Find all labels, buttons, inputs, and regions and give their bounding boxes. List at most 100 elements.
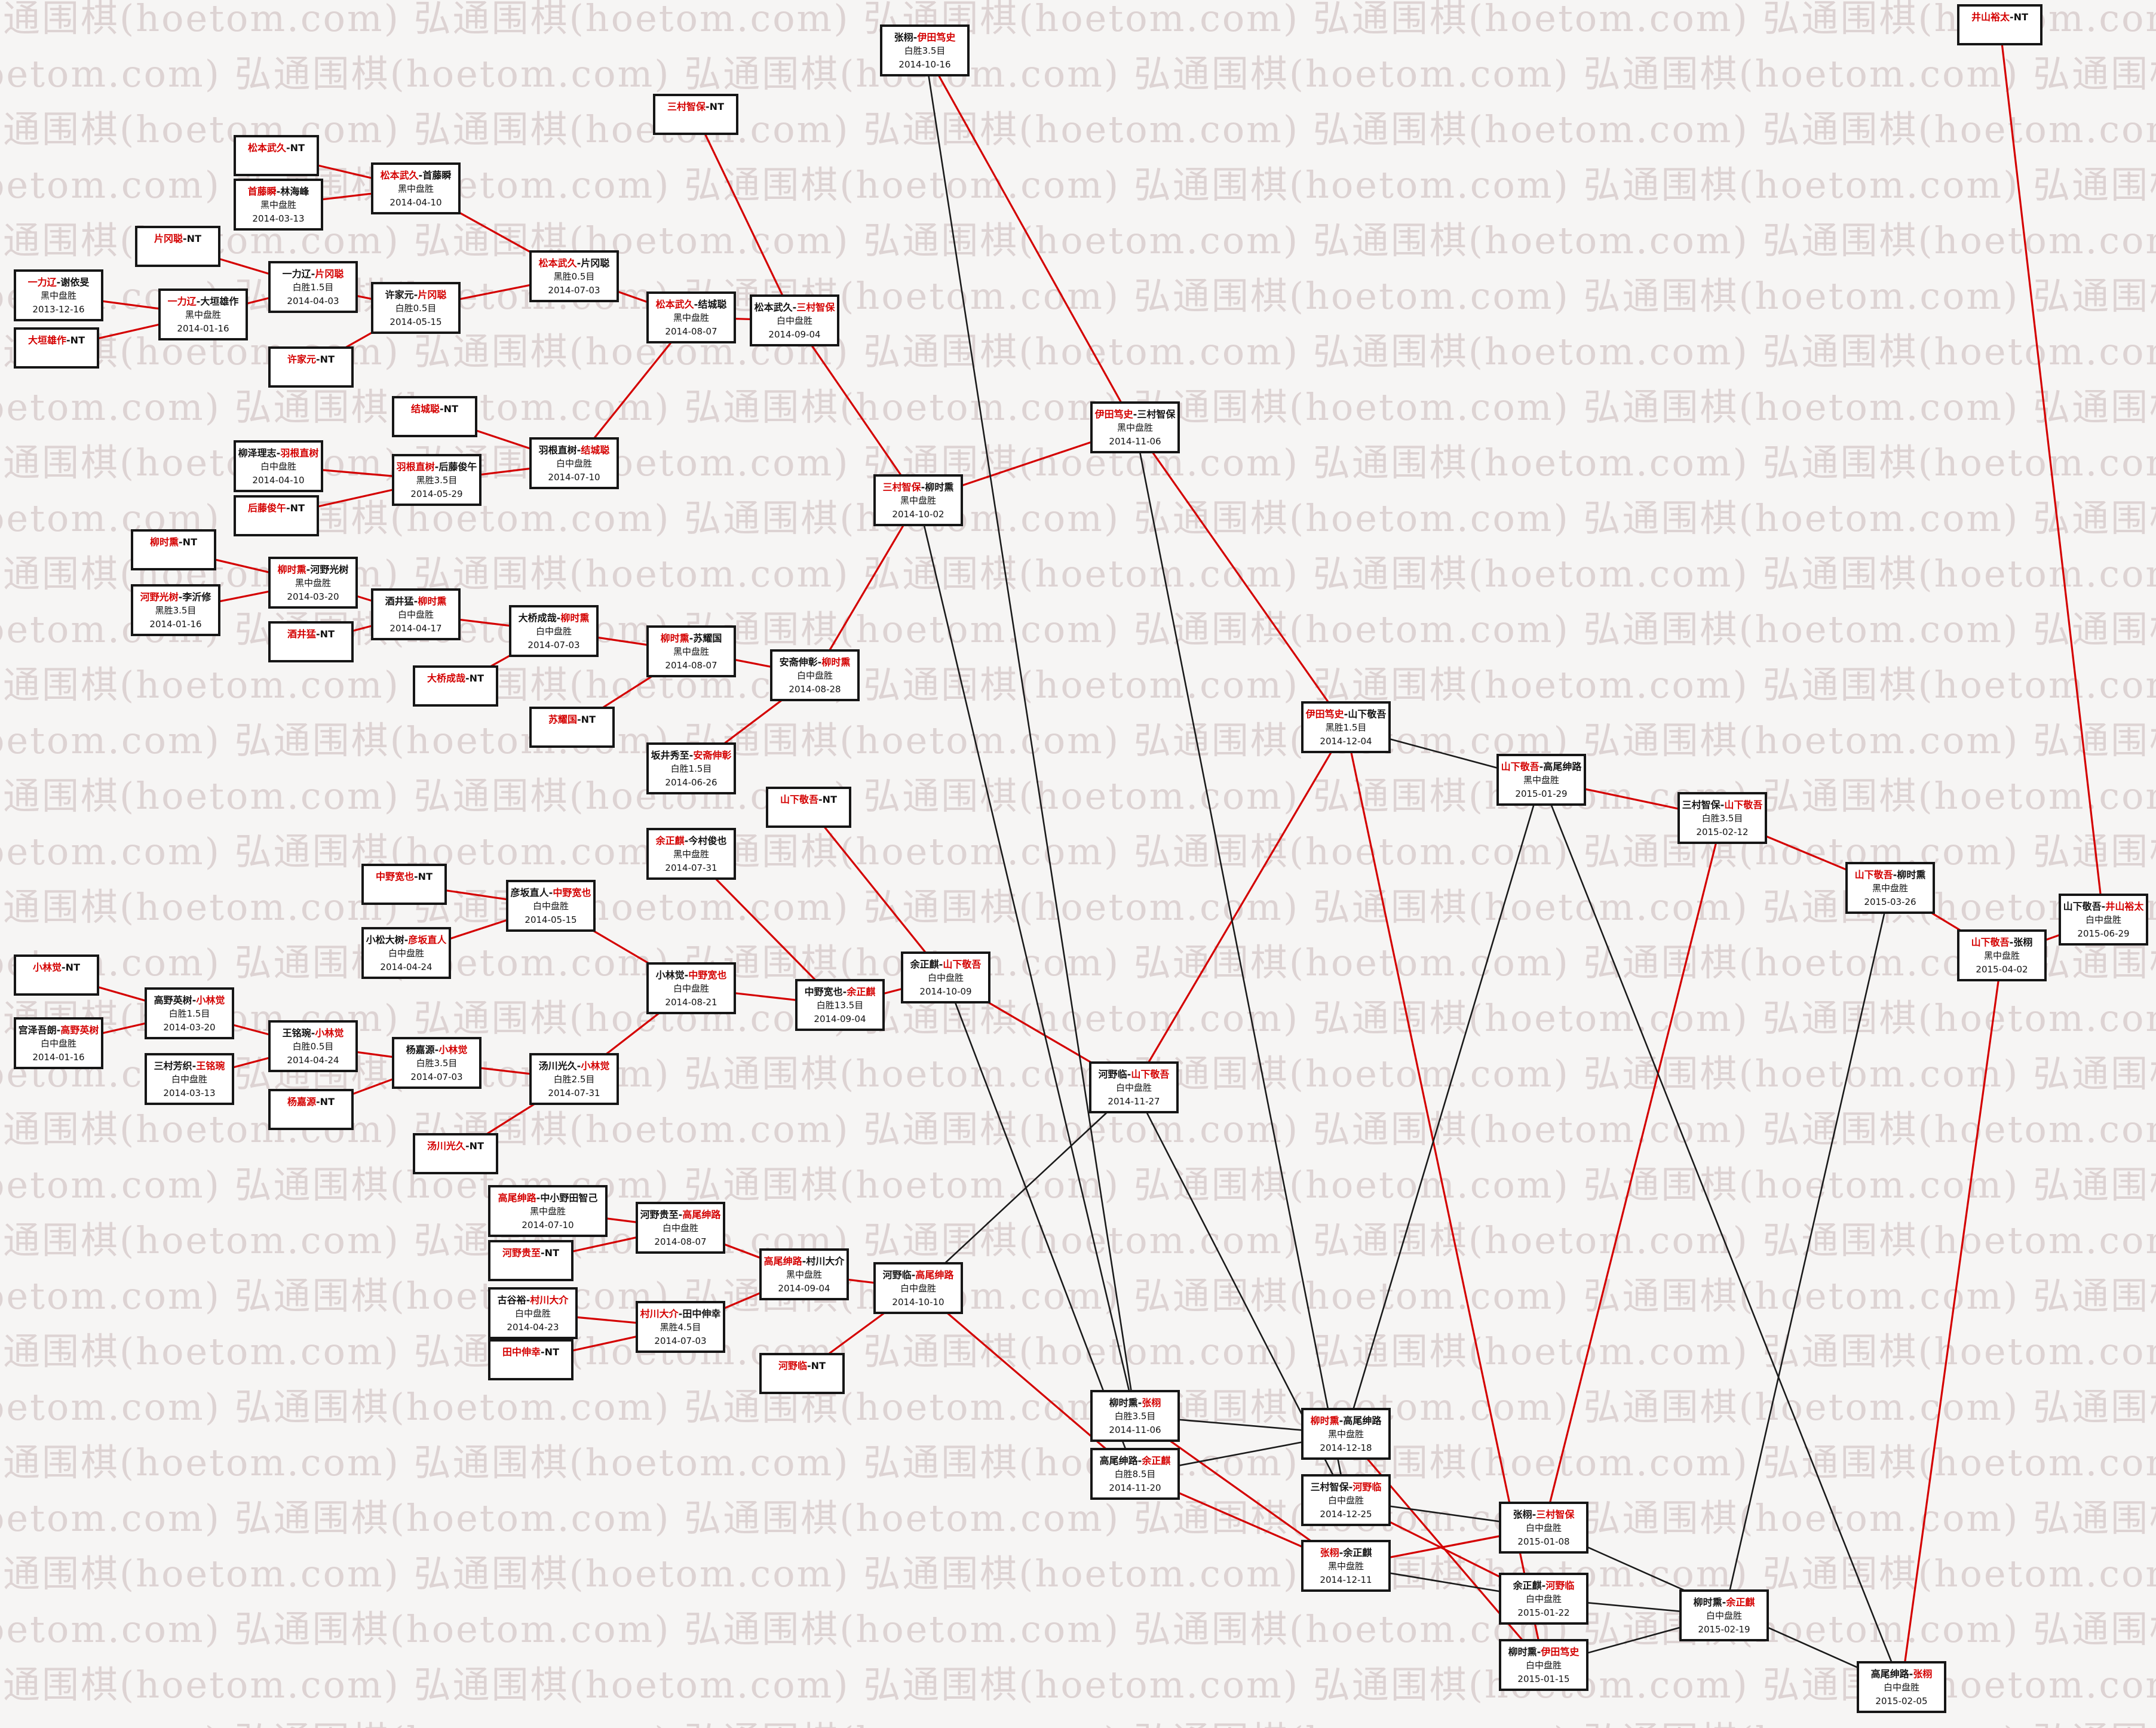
- match-box-ichiriki_kataoka[interactable]: 一力辽-片冈聪 白胜1.5目 2014-04-03: [268, 261, 358, 313]
- match-box-mimura_yamashita[interactable]: 三村智保-山下敬吾 白胜3.5目 2015-02-12: [1677, 792, 1767, 844]
- match-date: 2014-04-10: [252, 475, 305, 486]
- match-box-yanagi_su[interactable]: 柳时熏-苏耀国 黑中盘胜 2014-08-07: [646, 625, 736, 677]
- match-box-ogaki_nt[interactable]: 大垣雄作-NT: [14, 327, 99, 369]
- match-date: 2014-04-24: [380, 962, 433, 972]
- match-box-matsumoto_mimura[interactable]: 松本武久-三村智保 白中盘胜 2014-09-04: [750, 294, 839, 346]
- match-box-nakano_yo[interactable]: 中野宽也-余正麒 白胜13.5目 2014-09-04: [795, 979, 885, 1031]
- match-box-ohashi_nt[interactable]: 大桥成哉-NT: [413, 665, 498, 707]
- match-box-ida_mimura[interactable]: 伊田笃史-三村智保 黑中盘胜 2014-11-06: [1090, 401, 1180, 453]
- match-box-xu_kataoka[interactable]: 许家元-片冈聪 白胜0.5目 2014-05-15: [371, 282, 461, 334]
- match-box-ida_yamashita[interactable]: 伊田笃史-山下敬吾 黑胜1.5目 2014-12-04: [1301, 701, 1391, 753]
- match-box-ichiriki_ogaki[interactable]: 一力辽-大垣雄作 黑中盘胜 2014-01-16: [158, 288, 248, 340]
- match-box-yamashita_iyama[interactable]: 山下敬吾-井山裕太 白中盘胜 2015-06-29: [2059, 894, 2148, 946]
- match-box-yanagi_ida[interactable]: 柳时熏-伊田笃史 白中盘胜 2015-01-15: [1499, 1639, 1588, 1691]
- match-box-nakano_nt[interactable]: 中野宽也-NT: [361, 864, 447, 905]
- match-box-sakai_yanagi[interactable]: 酒井猛-柳时熏 白中盘胜 2014-04-17: [371, 588, 461, 640]
- match-box-cho_yo[interactable]: 张栩-余正麒 黑中盘胜 2014-12-11: [1301, 1540, 1391, 1592]
- match-box-yukawa_kobayashi[interactable]: 汤川光久-小林觉 白胜2.5目 2014-07-31: [529, 1053, 619, 1105]
- match-title: 井山裕太-NT: [1961, 10, 2039, 24]
- match-box-yo_imamura[interactable]: 余正麒-今村俊也 黑中盘胜 2014-07-31: [646, 828, 736, 880]
- player-name: 柳时熏-: [1693, 1597, 1726, 1608]
- match-box-mimura_nt[interactable]: 三村智保-NT: [653, 94, 738, 135]
- match-box-yanagi_cho[interactable]: 柳时熏-张栩 白胜3.5目 2014-11-06: [1090, 1390, 1180, 1442]
- player-name: 三村智保-: [1682, 799, 1725, 811]
- player-name: 杨嘉源-: [406, 1044, 439, 1055]
- match-box-murakawa_tanaka[interactable]: 村川大介-田中伸幸 黑胜4.5目 2014-07-03: [636, 1301, 725, 1353]
- match-box-kono_yamashita[interactable]: 河野临-山下敬吾 白中盘胜 2014-11-27: [1089, 1061, 1179, 1113]
- winner-name: 酒井猛: [287, 628, 317, 640]
- match-box-cho_ida[interactable]: 张栩-伊田笃史 白胜3.5目 2014-10-16: [880, 24, 970, 76]
- match-result: 白中盘胜: [397, 609, 434, 620]
- match-box-kono_takashi_nt[interactable]: 河野贵至-NT: [488, 1240, 573, 1281]
- match-box-yanagi_yo[interactable]: 柳时熏-余正麒 白中盘胜 2015-02-19: [1679, 1589, 1769, 1641]
- match-box-yanagi_takao[interactable]: 柳时熏-高尾绅路 黑中盘胜 2014-12-18: [1301, 1408, 1391, 1460]
- match-result: 白中盘胜: [260, 461, 296, 472]
- match-box-kono_mitsuki_li[interactable]: 河野光树-李沂修 黑胜3.5目 2014-01-16: [131, 584, 220, 636]
- match-box-komatsu_hikosaka[interactable]: 小松大树-彦坂直人 白中盘胜 2014-04-24: [361, 927, 451, 979]
- match-box-takao_cho[interactable]: 高尾绅路-张栩 白中盘胜 2015-02-05: [1857, 1661, 1946, 1713]
- match-box-takao_nakaonoda[interactable]: 高尾绅路-中小野田智己 黑中盘胜 2014-07-10: [488, 1185, 608, 1237]
- match-box-kobayashi_nt[interactable]: 小林觉-NT: [14, 954, 99, 996]
- match-box-matsumoto_nt[interactable]: 松本武久-NT: [234, 135, 319, 176]
- match-box-sakai_ansai[interactable]: 坂井秀至-安斋伸彰 白胜1.5目 2014-06-26: [646, 742, 736, 794]
- match-box-ohashi_yanagi[interactable]: 大桥成哉-柳时熏 白中盘胜 2014-07-03: [509, 605, 599, 657]
- match-box-mimura_yanagi[interactable]: 三村智保-柳时熏 黑中盘胜 2014-10-02: [873, 474, 963, 526]
- match-box-kono_rin_nt[interactable]: 河野临-NT: [759, 1353, 845, 1394]
- player-name: 古谷裕-: [497, 1294, 530, 1306]
- winner-name: 山下敬吾: [1854, 869, 1893, 880]
- match-box-yanagi_kono[interactable]: 柳时熏-河野光树 黑中盘胜 2014-03-20: [268, 557, 358, 609]
- match-box-iyama_nt[interactable]: 井山裕太-NT: [1957, 4, 2042, 45]
- match-box-konotakashi_takao[interactable]: 河野贵至-高尾绅路 白中盘胜 2014-08-07: [636, 1202, 725, 1254]
- match-box-yuki_nt[interactable]: 结城聪-NT: [392, 396, 477, 437]
- match-date: 2014-12-11: [1320, 1574, 1372, 1585]
- player-name: 酒井猛-: [385, 596, 418, 607]
- match-box-hikosaka_nakano[interactable]: 彦坂直人-中野宽也 白中盘胜 2014-05-15: [506, 880, 596, 932]
- match-title: 河野临-高尾绅路: [877, 1268, 959, 1282]
- match-box-takao_yo[interactable]: 高尾绅路-余正麒 白胜8.5目 2014-11-20: [1090, 1448, 1180, 1500]
- match-box-ansai_yanagi[interactable]: 安斋伸彰-柳时熏 白中盘胜 2014-08-28: [770, 649, 860, 701]
- match-result: 白中盘胜: [535, 626, 572, 637]
- match-box-yamashita_yanagi[interactable]: 山下敬吾-柳时熏 黑中盘胜 2015-03-26: [1845, 862, 1935, 914]
- match-title: 柳泽理志-羽根直树: [237, 446, 320, 460]
- match-box-hane_goto[interactable]: 羽根直树-后藤俊午 黑胜3.5目 2014-05-29: [392, 454, 482, 506]
- match-box-goto_nt[interactable]: 后藤俊午-NT: [234, 495, 319, 536]
- match-box-miyazawa_takano[interactable]: 宫泽吾朗-高野英树 白中盘胜 2014-01-16: [14, 1017, 103, 1069]
- winner-name: 井山裕太: [2105, 901, 2144, 912]
- match-box-hane_yuki[interactable]: 羽根直树-结城聪 白中盘胜 2014-07-10: [529, 437, 619, 489]
- match-box-cho_mimura[interactable]: 张栩-三村智保 白中盘胜 2015-01-08: [1499, 1502, 1588, 1554]
- match-box-mimura_omote[interactable]: 三村芳织-王铭琬 白中盘胜 2014-03-13: [145, 1053, 234, 1105]
- match-box-yamashita_cho[interactable]: 山下敬吾-张栩 黑中盘胜 2015-04-02: [1957, 929, 2047, 981]
- match-box-yo_yamashita[interactable]: 余正麒-山下敬吾 白中盘胜 2014-10-09: [901, 952, 990, 1003]
- match-box-tanaka_nt[interactable]: 田中伸幸-NT: [488, 1339, 573, 1380]
- match-box-yanagi_nt[interactable]: 柳时熏-NT: [131, 529, 216, 570]
- match-box-furuya_murakawa[interactable]: 古谷裕-村川大介 白中盘胜 2014-04-23: [488, 1287, 578, 1339]
- match-title: 山下敬吾-井山裕太: [2062, 900, 2145, 913]
- match-box-yamashita_nt[interactable]: 山下敬吾-NT: [766, 787, 851, 828]
- match-box-matsumoto_kataoka[interactable]: 松本武久-片冈聪 黑胜0.5目 2014-07-03: [529, 250, 619, 302]
- match-box-kono_takao[interactable]: 河野临-高尾绅路 白中盘胜 2014-10-10: [873, 1262, 963, 1314]
- match-box-yamashita_takao[interactable]: 山下敬吾-高尾绅路 黑中盘胜 2015-01-29: [1496, 754, 1586, 806]
- match-title: 柳时熏-余正麒: [1683, 1595, 1765, 1609]
- match-box-yang_kobayashi[interactable]: 杨嘉源-小林觉 白胜3.5目 2014-07-03: [392, 1037, 482, 1089]
- match-box-xujiayuan_nt[interactable]: 许家元-NT: [268, 346, 354, 388]
- match-box-shudo_hayashi[interactable]: 首藤瞬-林海峰 黑中盘胜 2014-03-13: [234, 179, 323, 231]
- match-box-matsumoto_yuki[interactable]: 松本武久-结城聪 黑中盘胜 2014-08-07: [646, 291, 736, 343]
- match-box-yo_kono[interactable]: 余正麒-河野临 白中盘胜 2015-01-22: [1499, 1573, 1588, 1625]
- match-box-takao_murakawa[interactable]: 高尾绅路-村川大介 黑中盘胜 2014-09-04: [759, 1248, 849, 1300]
- player-name: 安斋伸彰-: [779, 656, 822, 668]
- match-box-yukawa_nt[interactable]: 汤川光久-NT: [413, 1133, 498, 1174]
- match-box-yanagisawa_hane[interactable]: 柳泽理志-羽根直树 白中盘胜 2014-04-10: [234, 440, 323, 492]
- match-box-kataoka_nt[interactable]: 片冈聪-NT: [135, 226, 220, 267]
- match-box-ichiriki_xie[interactable]: 一力辽-谢依旻 黑中盘胜 2013-12-16: [14, 269, 103, 321]
- match-result: 黑中盘胜: [900, 495, 936, 506]
- match-box-kobayashi_nakano[interactable]: 小林觉-中野宽也 白中盘胜 2014-08-21: [646, 962, 736, 1014]
- match-box-yang_nt[interactable]: 杨嘉源-NT: [268, 1089, 354, 1130]
- match-box-takano_kobayashi[interactable]: 高野英树-小林觉 白胜1.5目 2014-03-20: [145, 987, 234, 1039]
- match-box-sakai_nt[interactable]: 酒井猛-NT: [268, 621, 354, 662]
- match-box-matsumoto_shudo[interactable]: 松本武久-首藤瞬 黑中盘胜 2014-04-10: [371, 162, 461, 214]
- player-name: -结城聪: [694, 299, 727, 310]
- match-box-mimura_kono[interactable]: 三村智保-河野临 白中盘胜 2014-12-25: [1301, 1474, 1391, 1526]
- match-box-su_nt[interactable]: 苏耀国-NT: [529, 707, 615, 748]
- match-box-omote_kobayashi[interactable]: 王铭琬-小林觉 白胜0.5目 2014-04-24: [268, 1020, 358, 1072]
- match-title: 大桥成哉-柳时熏: [513, 611, 595, 625]
